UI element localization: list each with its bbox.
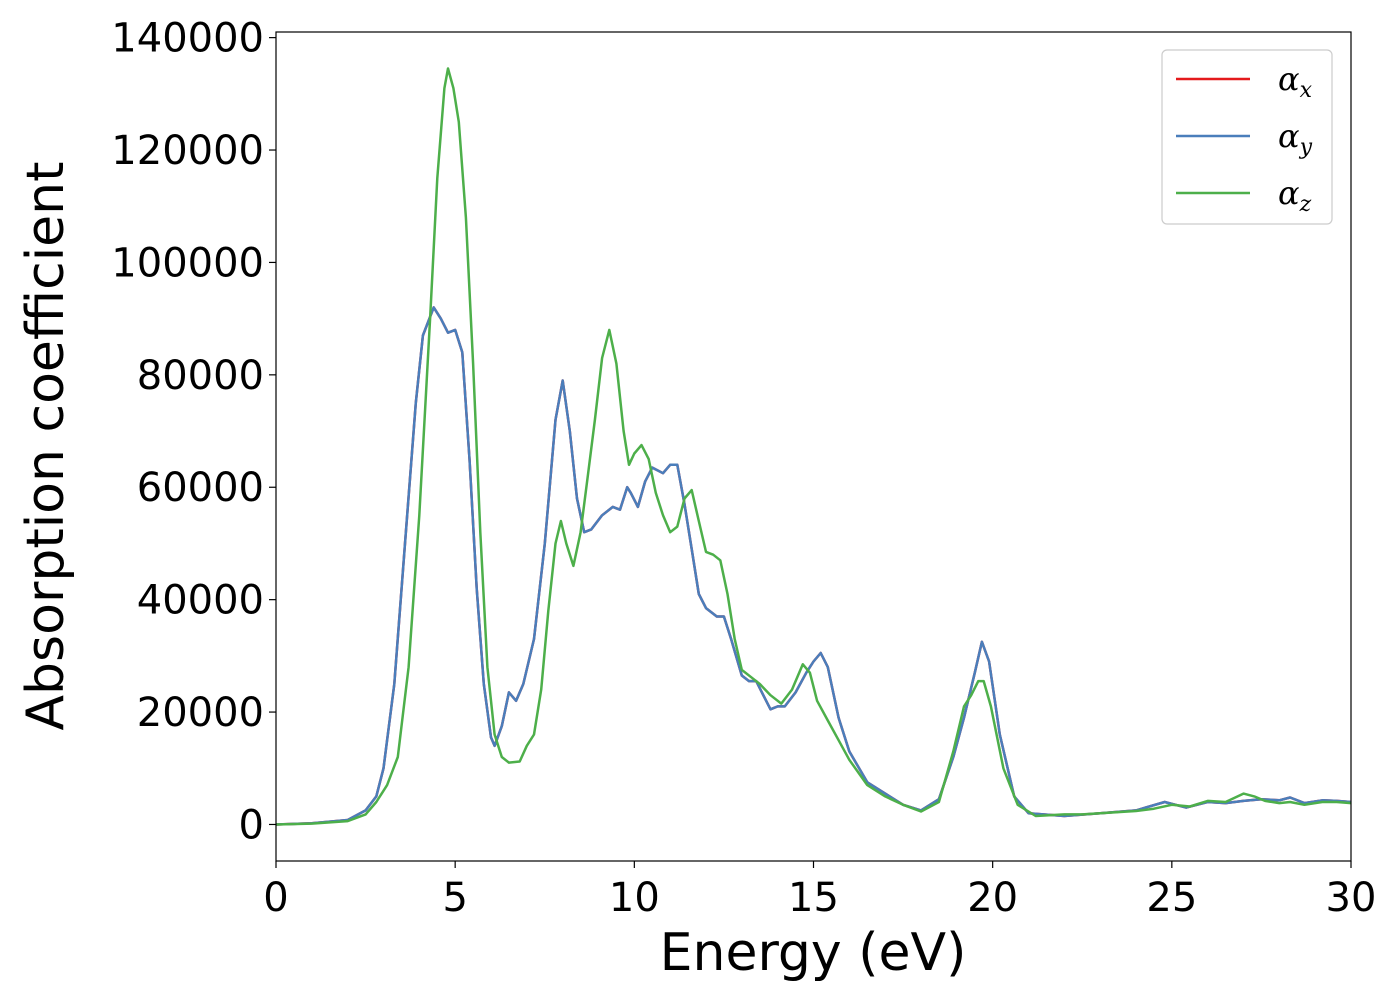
x-tick-label: 15 <box>788 875 839 921</box>
y-tick-label: 40000 <box>137 578 264 624</box>
y-tick-label: 20000 <box>137 690 264 736</box>
y-tick-label: 60000 <box>137 465 264 511</box>
y-axis: 0 20000 40000 60000 80000 100000 120000 140000 <box>111 16 276 848</box>
legend-label-alpha_y: αy <box>1278 117 1313 160</box>
x-tick-label: 30 <box>1326 875 1377 921</box>
y-axis-title: Absorption coefficient <box>16 161 76 730</box>
x-tick-label: 25 <box>1146 875 1197 921</box>
x-tick-label: 0 <box>263 875 288 921</box>
y-tick-label: 80000 <box>137 353 264 399</box>
series-layer <box>275 67 1352 826</box>
x-axis: 0 5 10 15 20 25 30 <box>263 861 1376 921</box>
x-tick-label: 10 <box>609 875 660 921</box>
x-tick-label: 5 <box>442 875 467 921</box>
y-tick-label: 100000 <box>111 240 264 286</box>
x-tick-label: 20 <box>967 875 1018 921</box>
y-tick-label: 120000 <box>111 128 264 174</box>
x-axis-title: Energy (eV) <box>660 923 967 983</box>
y-tick-label: 0 <box>239 802 264 848</box>
y-tick-label: 140000 <box>111 16 264 62</box>
series-line-alpha_z <box>275 67 1352 826</box>
